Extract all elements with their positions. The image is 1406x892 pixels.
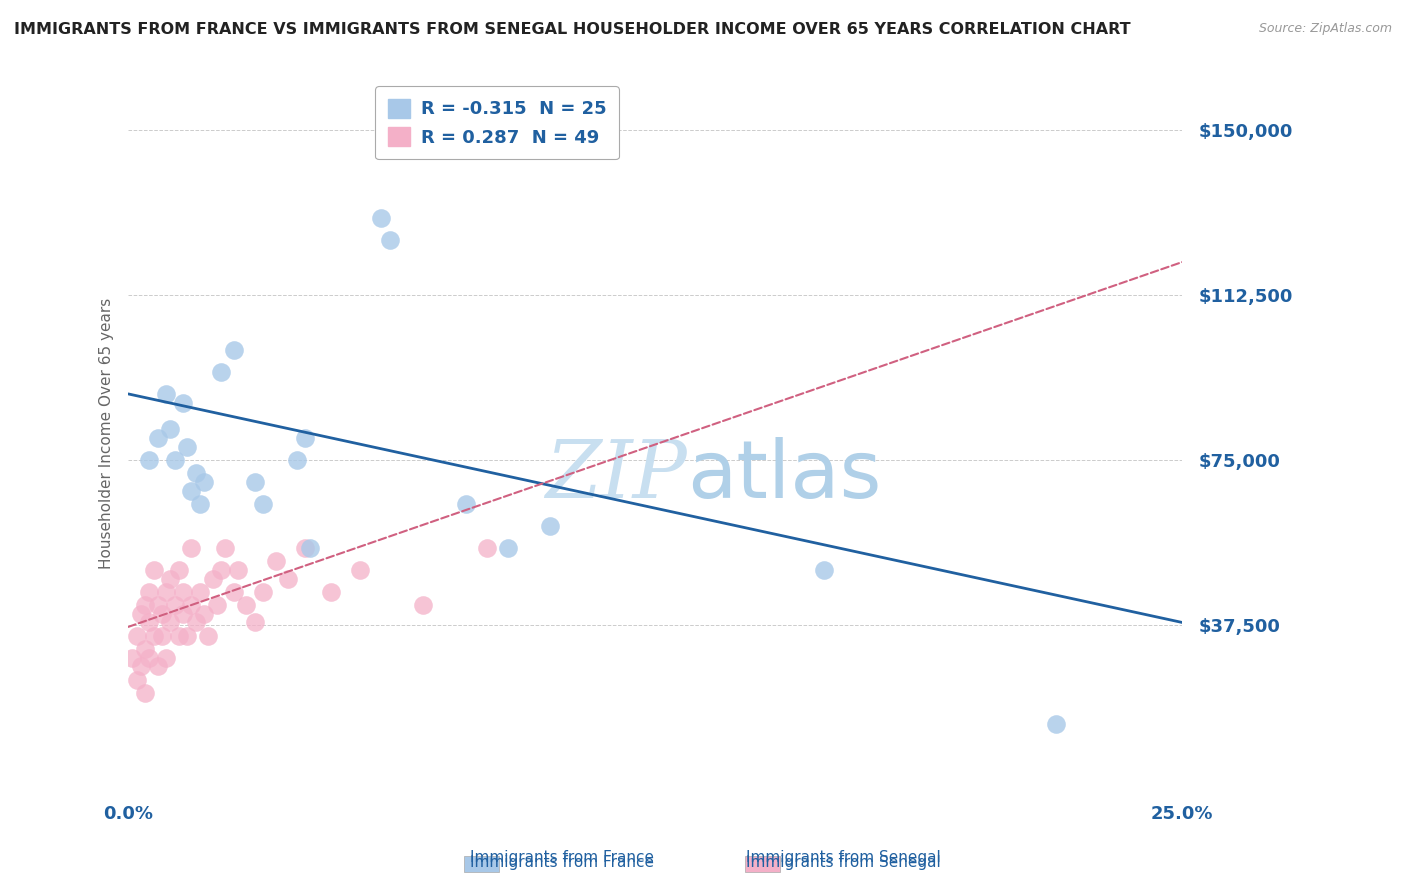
Point: [142, 563, 165, 577]
Point: [134, 598, 156, 612]
Point: [412, 598, 434, 612]
Point: [193, 607, 215, 621]
Point: [176, 440, 198, 454]
Point: [155, 584, 177, 599]
Point: [201, 572, 224, 586]
Point: [209, 365, 232, 379]
Point: [163, 598, 186, 612]
Point: [142, 629, 165, 643]
Point: [222, 343, 245, 357]
Legend: R = -0.315  N = 25, R = 0.287  N = 49: R = -0.315 N = 25, R = 0.287 N = 49: [375, 87, 619, 160]
Point: [538, 518, 561, 533]
Point: [243, 615, 266, 630]
Point: [319, 584, 342, 599]
Point: [125, 673, 148, 687]
Point: [146, 431, 169, 445]
Point: [172, 395, 194, 409]
Point: [285, 453, 308, 467]
Point: [159, 572, 181, 586]
Point: [146, 598, 169, 612]
Bar: [745, 856, 780, 872]
Point: [134, 641, 156, 656]
Point: [226, 563, 249, 577]
Point: [138, 584, 160, 599]
Point: [298, 541, 321, 555]
Point: [138, 650, 160, 665]
Text: Immigrants from France: Immigrants from France: [471, 850, 654, 865]
Text: Source: ZipAtlas.com: Source: ZipAtlas.com: [1258, 22, 1392, 36]
Point: [129, 659, 152, 673]
Point: [294, 431, 316, 445]
Point: [197, 629, 219, 643]
Point: [235, 598, 257, 612]
Point: [193, 475, 215, 489]
Point: [188, 497, 211, 511]
Point: [167, 629, 190, 643]
Point: [454, 497, 477, 511]
Point: [155, 387, 177, 401]
Point: [180, 483, 202, 498]
Point: [264, 554, 287, 568]
Point: [163, 453, 186, 467]
Point: [180, 598, 202, 612]
Point: [496, 541, 519, 555]
Point: [159, 422, 181, 436]
Point: [243, 475, 266, 489]
Point: [172, 584, 194, 599]
Point: [378, 233, 401, 247]
Point: [277, 572, 299, 586]
Point: [205, 598, 228, 612]
Text: Immigrants from Senegal: Immigrants from Senegal: [747, 850, 941, 865]
Point: [214, 541, 236, 555]
Point: [172, 607, 194, 621]
Point: [138, 453, 160, 467]
Point: [180, 541, 202, 555]
Point: [167, 563, 190, 577]
Text: ZIP: ZIP: [546, 437, 688, 515]
Point: [176, 629, 198, 643]
Point: [138, 615, 160, 630]
Bar: [464, 856, 499, 872]
Point: [184, 615, 207, 630]
Point: [121, 650, 143, 665]
Point: [134, 686, 156, 700]
Point: [184, 466, 207, 480]
Point: [146, 659, 169, 673]
Point: [252, 497, 274, 511]
Point: [252, 584, 274, 599]
Point: [159, 615, 181, 630]
Point: [209, 563, 232, 577]
Point: [475, 541, 498, 555]
Point: [129, 607, 152, 621]
Text: Immigrants from Senegal: Immigrants from Senegal: [747, 855, 941, 870]
Point: [125, 629, 148, 643]
Point: [150, 607, 173, 621]
Point: [155, 650, 177, 665]
Point: [150, 629, 173, 643]
Text: IMMIGRANTS FROM FRANCE VS IMMIGRANTS FROM SENEGAL HOUSEHOLDER INCOME OVER 65 YEA: IMMIGRANTS FROM FRANCE VS IMMIGRANTS FRO…: [14, 22, 1130, 37]
Point: [813, 563, 835, 577]
Text: atlas: atlas: [688, 437, 882, 516]
Point: [349, 563, 371, 577]
Point: [222, 584, 245, 599]
Point: [370, 211, 392, 226]
Text: Immigrants from France: Immigrants from France: [471, 855, 654, 870]
Y-axis label: Householder Income Over 65 years: Householder Income Over 65 years: [100, 298, 114, 569]
Point: [294, 541, 316, 555]
Point: [188, 584, 211, 599]
Point: [1045, 716, 1067, 731]
